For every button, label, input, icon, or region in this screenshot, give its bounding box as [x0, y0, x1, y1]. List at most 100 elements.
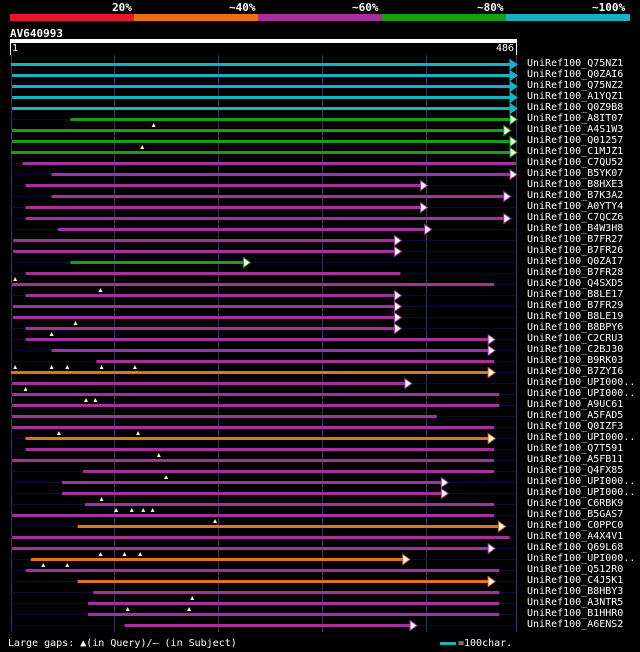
hit-label[interactable]: UniRef100_C1MJZ1: [527, 146, 624, 157]
hit-bar[interactable]: [30, 558, 403, 561]
hit-label[interactable]: UniRef100_B7ZYI6: [527, 366, 624, 377]
hit-bar[interactable]: [51, 349, 489, 352]
hit-bar[interactable]: [62, 481, 442, 484]
hit-label[interactable]: UniRef100_A4S1W3: [527, 124, 624, 135]
hit-label[interactable]: UniRef100_Q69L68: [527, 542, 624, 553]
hit-bar[interactable]: [12, 107, 511, 110]
hit-label[interactable]: UniRef100_B7FR26: [527, 245, 624, 256]
hit-bar[interactable]: [11, 371, 489, 374]
hit-bar[interactable]: [13, 239, 395, 242]
hit-label[interactable]: UniRef100_B8HXE3: [527, 179, 624, 190]
hit-bar[interactable]: [25, 448, 495, 451]
hit-bar[interactable]: [62, 492, 442, 495]
hit-bar[interactable]: [82, 470, 495, 473]
hit-label[interactable]: UniRef100_UPI000..: [527, 553, 636, 564]
hit-bar[interactable]: [25, 437, 489, 440]
hit-label[interactable]: UniRef100_B5YK07: [527, 168, 624, 179]
hit-label[interactable]: UniRef100_UPI000..: [527, 388, 636, 399]
hit-bar[interactable]: [12, 426, 495, 429]
hit-bar[interactable]: [77, 580, 489, 583]
hit-label[interactable]: UniRef100_A3NTR5: [527, 597, 624, 608]
hit-bar[interactable]: [25, 272, 401, 275]
hit-label[interactable]: UniRef100_B8LE17: [527, 289, 624, 300]
hit-label[interactable]: UniRef100_Q0IZF3: [527, 421, 624, 432]
hit-bar[interactable]: [57, 228, 425, 231]
hit-bar[interactable]: [96, 360, 495, 363]
hit-bar[interactable]: [12, 404, 500, 407]
hit-bar[interactable]: [12, 140, 511, 143]
hit-label[interactable]: UniRef100_UPI000..: [527, 487, 636, 498]
hit-label[interactable]: UniRef100_Q75NZ2: [527, 80, 624, 91]
hit-bar[interactable]: [11, 151, 510, 154]
hit-bar[interactable]: [11, 63, 510, 66]
hit-bar[interactable]: [13, 305, 395, 308]
hit-bar[interactable]: [13, 250, 395, 253]
hit-bar[interactable]: [25, 338, 489, 341]
hit-label[interactable]: UniRef100_A9UC61: [527, 399, 624, 410]
hit-bar[interactable]: [88, 602, 500, 605]
hit-label[interactable]: UniRef100_UPI000..: [527, 476, 636, 487]
hit-bar[interactable]: [12, 382, 405, 385]
hit-label[interactable]: UniRef100_A4X4V1: [527, 531, 624, 542]
hit-bar[interactable]: [12, 547, 489, 550]
hit-label[interactable]: UniRef100_C0PPC0: [527, 520, 624, 531]
hit-bar[interactable]: [12, 96, 511, 99]
hit-label[interactable]: UniRef100_C6RBK9: [527, 498, 624, 509]
hit-label[interactable]: UniRef100_B7FR29: [527, 300, 624, 311]
hit-label[interactable]: UniRef100_C2BJ30: [527, 344, 624, 355]
hit-bar[interactable]: [12, 85, 511, 88]
hit-bar[interactable]: [25, 294, 395, 297]
hit-bar[interactable]: [25, 327, 395, 330]
hit-bar[interactable]: [51, 173, 510, 176]
hit-label[interactable]: UniRef100_A5FAD5: [527, 410, 624, 421]
hit-bar[interactable]: [25, 206, 421, 209]
hit-bar[interactable]: [12, 536, 510, 539]
hit-bar[interactable]: [25, 569, 500, 572]
hit-label[interactable]: UniRef100_Q01257: [527, 135, 624, 146]
hit-label[interactable]: UniRef100_A8IT07: [527, 113, 624, 124]
hit-bar[interactable]: [12, 283, 495, 286]
hit-label[interactable]: UniRef100_Q4SXD5: [527, 278, 624, 289]
hit-bar[interactable]: [70, 118, 510, 121]
hit-label[interactable]: UniRef100_Q7T591: [527, 443, 624, 454]
hit-label[interactable]: UniRef100_B7FR28: [527, 267, 624, 278]
hit-bar[interactable]: [25, 184, 421, 187]
hit-bar[interactable]: [22, 162, 516, 165]
hit-label[interactable]: UniRef100_A6ENS2: [527, 619, 624, 630]
hit-bar[interactable]: [93, 591, 500, 594]
hit-label[interactable]: UniRef100_B9RK03: [527, 355, 624, 366]
hit-label[interactable]: UniRef100_B8HBY3: [527, 586, 624, 597]
hit-bar[interactable]: [12, 393, 500, 396]
hit-bar[interactable]: [70, 261, 244, 264]
hit-label[interactable]: UniRef100_A5FB11: [527, 454, 624, 465]
hit-bar[interactable]: [25, 217, 504, 220]
hit-label[interactable]: UniRef100_B5GAS7: [527, 509, 624, 520]
hit-bar[interactable]: [51, 195, 504, 198]
hit-label[interactable]: UniRef100_A1YQZ1: [527, 91, 624, 102]
hit-bar[interactable]: [77, 525, 499, 528]
hit-label[interactable]: UniRef100_B8BPY6: [527, 322, 624, 333]
hit-label[interactable]: UniRef100_C2CRU3: [527, 333, 624, 344]
hit-bar[interactable]: [12, 415, 437, 418]
hit-label[interactable]: UniRef100_B1HHR0: [527, 608, 624, 619]
hit-label[interactable]: UniRef100_C4J5K1: [527, 575, 624, 586]
hit-label[interactable]: UniRef100_UPI000..: [527, 377, 636, 388]
hit-label[interactable]: UniRef100_B4W3H8: [527, 223, 624, 234]
hit-label[interactable]: UniRef100_B7K3A2: [527, 190, 624, 201]
hit-bar[interactable]: [124, 624, 411, 627]
hit-label[interactable]: UniRef100_Q75NZ1: [527, 58, 624, 69]
hit-label[interactable]: UniRef100_UPI000..: [527, 432, 636, 443]
hit-label[interactable]: UniRef100_B7FR27: [527, 234, 624, 245]
hit-label[interactable]: UniRef100_Q0ZAI7: [527, 256, 624, 267]
hit-label[interactable]: UniRef100_Q4FX85: [527, 465, 624, 476]
hit-label[interactable]: UniRef100_C7QCZ6: [527, 212, 624, 223]
hit-label[interactable]: UniRef100_C7QU52: [527, 157, 624, 168]
hit-label[interactable]: UniRef100_Q512R0: [527, 564, 624, 575]
hit-bar[interactable]: [12, 74, 511, 77]
hit-bar[interactable]: [12, 129, 504, 132]
hit-label[interactable]: UniRef100_B8LE19: [527, 311, 624, 322]
hit-bar[interactable]: [12, 514, 495, 517]
hit-bar[interactable]: [12, 459, 495, 462]
hit-label[interactable]: UniRef100_Q0Z9B8: [527, 102, 624, 113]
hit-bar[interactable]: [84, 503, 495, 506]
